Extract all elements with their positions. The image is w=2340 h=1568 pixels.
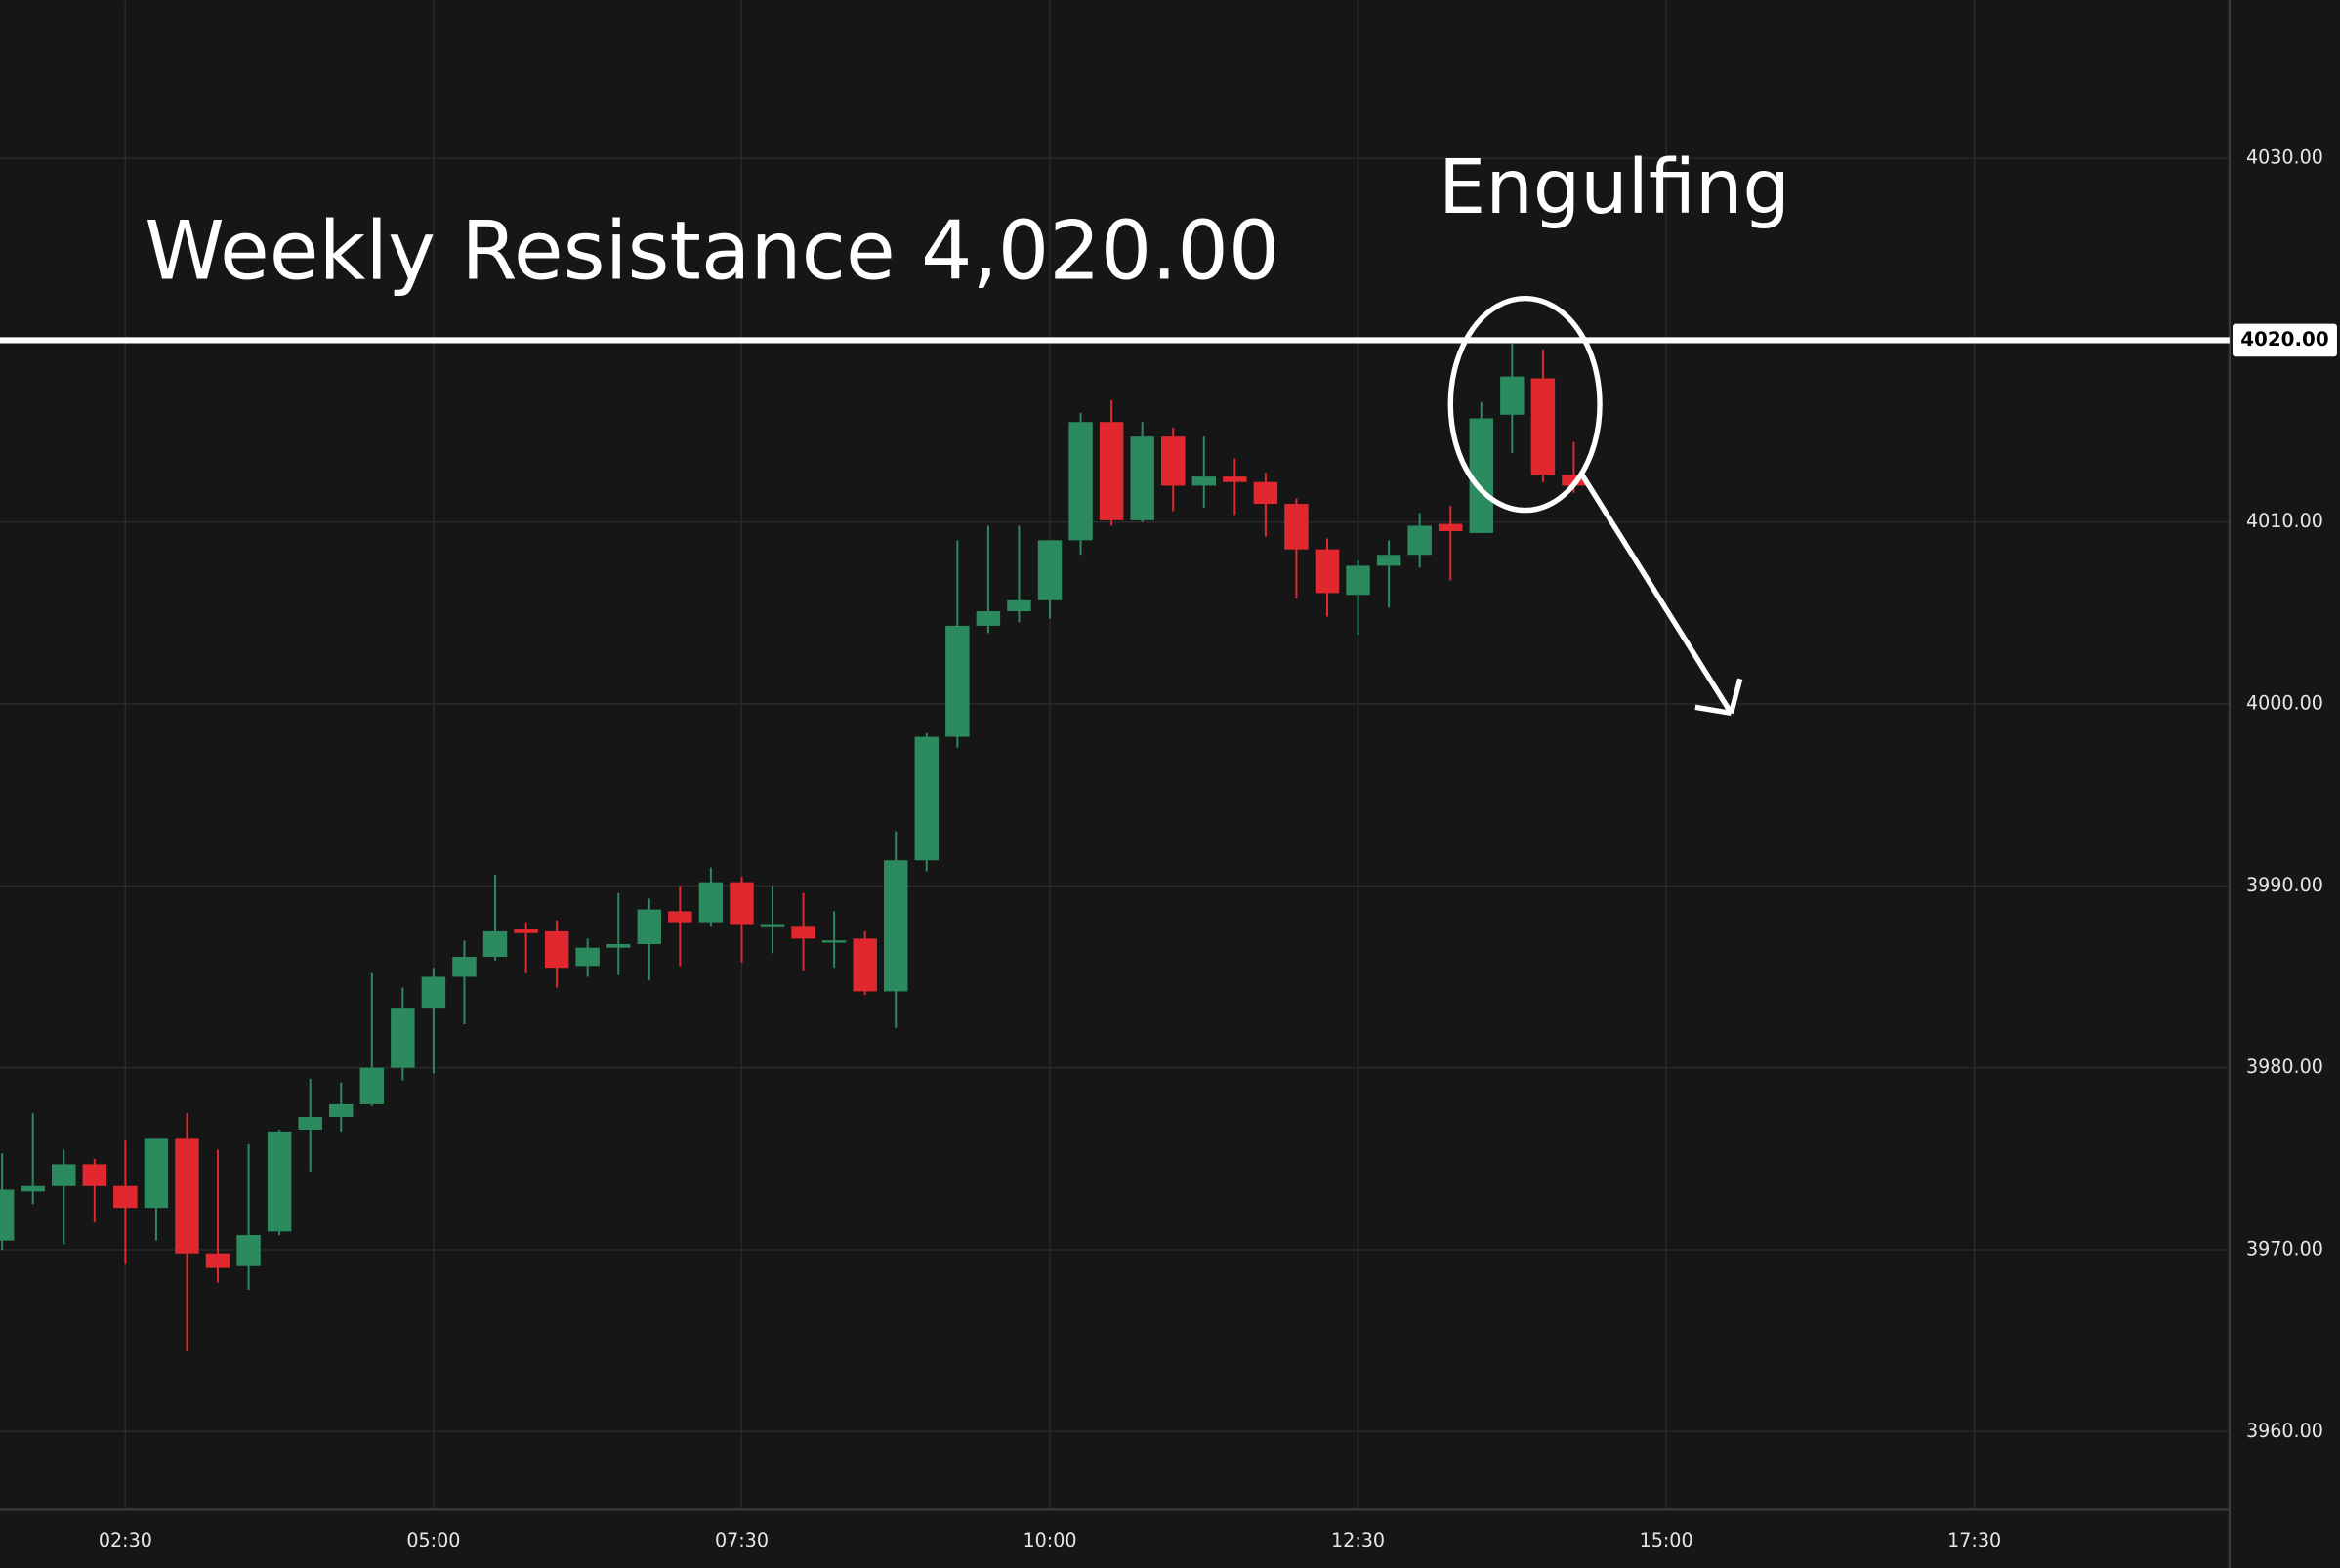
candle-body xyxy=(267,1131,292,1232)
y-tick-label: 3980.00 xyxy=(2246,1055,2323,1078)
candle-body xyxy=(698,882,724,923)
candle-body xyxy=(1346,565,1370,596)
candle-body xyxy=(575,947,600,967)
candle-body xyxy=(175,1138,199,1254)
candle-body xyxy=(606,943,631,948)
y-tick-label: 3960.00 xyxy=(2246,1420,2323,1442)
resistance-label: 4020.00 xyxy=(2240,328,2328,351)
candle-body xyxy=(1037,540,1063,600)
candle-body xyxy=(1562,475,1586,486)
x-tick-label: 05:00 xyxy=(406,1529,460,1551)
candle-body xyxy=(144,1138,169,1209)
candle-body xyxy=(544,930,569,969)
candle-body xyxy=(452,957,477,977)
x-tick-label: 07:30 xyxy=(715,1529,769,1551)
candle-body xyxy=(1191,476,1217,486)
candle-body xyxy=(482,930,508,958)
x-tick-label: 17:30 xyxy=(1947,1529,2001,1551)
candle-body xyxy=(1376,555,1401,566)
y-tick-label: 4010.00 xyxy=(2246,510,2323,532)
candle-body xyxy=(359,1067,385,1104)
candle-body xyxy=(976,611,1001,626)
candle-body xyxy=(914,736,940,861)
candle-body xyxy=(1161,436,1186,486)
candle-body xyxy=(791,926,815,939)
candle-body xyxy=(945,625,970,737)
candle-body xyxy=(1530,378,1556,475)
candle-body xyxy=(1315,549,1340,594)
x-tick-label: 12:30 xyxy=(1331,1529,1385,1551)
resistance-annotation: Weekly Resistance 4,020.00 xyxy=(145,204,1279,298)
candle-body xyxy=(1407,525,1432,556)
candle-body xyxy=(637,909,662,944)
x-tick-label: 15:00 xyxy=(1640,1529,1693,1551)
candle-body xyxy=(1253,481,1278,505)
down-arrow xyxy=(1579,473,1743,717)
candle-body xyxy=(421,976,446,1009)
pattern-annotation: Engulfing xyxy=(1439,144,1790,231)
y-tick-label: 4030.00 xyxy=(2246,146,2323,169)
candle-body xyxy=(1500,376,1525,415)
candle-body xyxy=(1068,422,1093,541)
highlight-circle xyxy=(1447,295,1603,514)
x-tick-label: 02:30 xyxy=(99,1529,152,1551)
candle-body xyxy=(668,911,692,923)
candle-body xyxy=(21,1185,45,1192)
candle-body xyxy=(82,1164,107,1186)
x-tick-label: 10:00 xyxy=(1023,1529,1076,1551)
candle-body xyxy=(514,929,538,933)
candle-body xyxy=(1007,599,1031,612)
candle-body xyxy=(884,860,908,992)
candle-body xyxy=(853,938,877,992)
resistance-label-box xyxy=(2232,323,2337,357)
candle-body xyxy=(1469,418,1493,533)
candle-body xyxy=(236,1235,261,1266)
candle-body xyxy=(1130,436,1154,520)
candle-body xyxy=(730,882,754,925)
candle-body xyxy=(1438,523,1463,532)
candle-body xyxy=(821,940,847,943)
candle-body xyxy=(760,924,785,927)
candle-body xyxy=(1223,476,1247,482)
candle-body xyxy=(52,1164,76,1186)
candle-body xyxy=(298,1116,322,1131)
candle-body xyxy=(391,1008,415,1068)
y-tick-label: 3990.00 xyxy=(2246,874,2323,896)
candle-body xyxy=(1099,422,1124,520)
candle-body xyxy=(113,1185,138,1209)
candle-body xyxy=(205,1253,230,1268)
y-tick-label: 4000.00 xyxy=(2246,692,2323,715)
candle-body xyxy=(0,1189,15,1241)
candle-body xyxy=(1284,504,1309,550)
candle-body xyxy=(329,1103,354,1117)
y-tick-label: 3970.00 xyxy=(2246,1237,2323,1259)
